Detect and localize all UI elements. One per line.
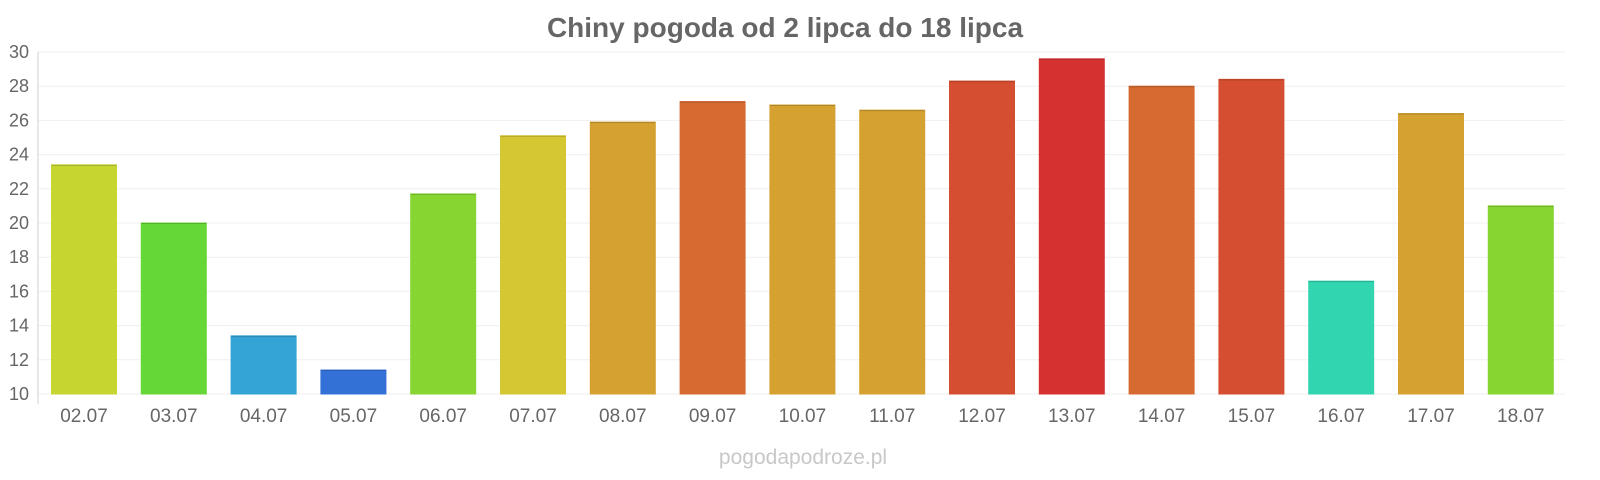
bars-layer [51,58,1554,395]
x-tick-label: 07.07 [509,406,557,427]
x-tick-label: 18.07 [1497,406,1545,427]
y-tick-label: 28 [9,76,29,96]
x-tick-label: 09.07 [689,406,737,427]
bar-05.07[interactable] [320,369,387,395]
chart-title: Chiny pogoda od 2 lipca do 18 lipca [547,12,1023,43]
x-tick-label: 05.07 [330,406,378,427]
bar-13.07[interactable] [1038,58,1105,395]
bar-07.07[interactable] [500,135,566,395]
x-tick-label: 14.07 [1138,406,1186,427]
bar-15.07[interactable] [1218,78,1285,395]
x-tick-label: 02.07 [60,406,108,427]
bar-17.07[interactable] [1398,113,1464,395]
x-tick-label: 12.07 [958,406,1006,427]
watermark-text: pogodapodroze.pl [719,446,887,469]
y-tick-label: 16 [9,281,29,301]
x-tick-label: 04.07 [240,406,288,427]
y-tick-label: 30 [9,42,29,62]
y-tick-label: 10 [9,384,29,404]
bar-04.07[interactable] [230,335,297,395]
x-tick-label: 03.07 [150,406,198,427]
bar-03.07[interactable] [140,222,207,395]
bar-08.07[interactable] [589,121,656,395]
bar-16.07[interactable] [1308,280,1375,395]
y-tick-label: 14 [9,316,29,336]
bar-02.07[interactable] [51,164,117,395]
y-tick-label: 12 [9,350,29,370]
x-tick-label: 17.07 [1407,406,1455,427]
x-tick-label: 10.07 [779,406,827,427]
x-tick-label: 13.07 [1048,406,1096,427]
bar-11.07[interactable] [859,109,926,395]
bar-09.07[interactable] [679,101,746,395]
x-axis-labels: 02.07 03.07 04.07 05.07 06.07 07.07 08.07 09.07… [60,406,1544,427]
y-tick-label: 20 [9,213,29,233]
y-axis-labels: 10 12 14 16 18 20 22 24 26 28 30 [9,42,29,404]
bar-10.07[interactable] [769,104,836,395]
x-tick-label: 08.07 [599,406,647,427]
bar-06.07[interactable] [410,193,477,395]
bar-14.07[interactable] [1128,85,1195,395]
y-tick-label: 18 [9,247,29,267]
y-tick-label: 26 [9,110,29,130]
x-tick-label: 06.07 [419,406,467,427]
x-tick-label: 16.07 [1317,406,1365,427]
bar-12.07[interactable] [949,80,1015,395]
x-tick-label: 11.07 [869,406,915,427]
x-tick-label: 15.07 [1228,406,1276,427]
y-tick-label: 22 [9,179,29,199]
y-tick-label: 24 [9,145,29,165]
bar-18.07[interactable] [1487,205,1554,395]
